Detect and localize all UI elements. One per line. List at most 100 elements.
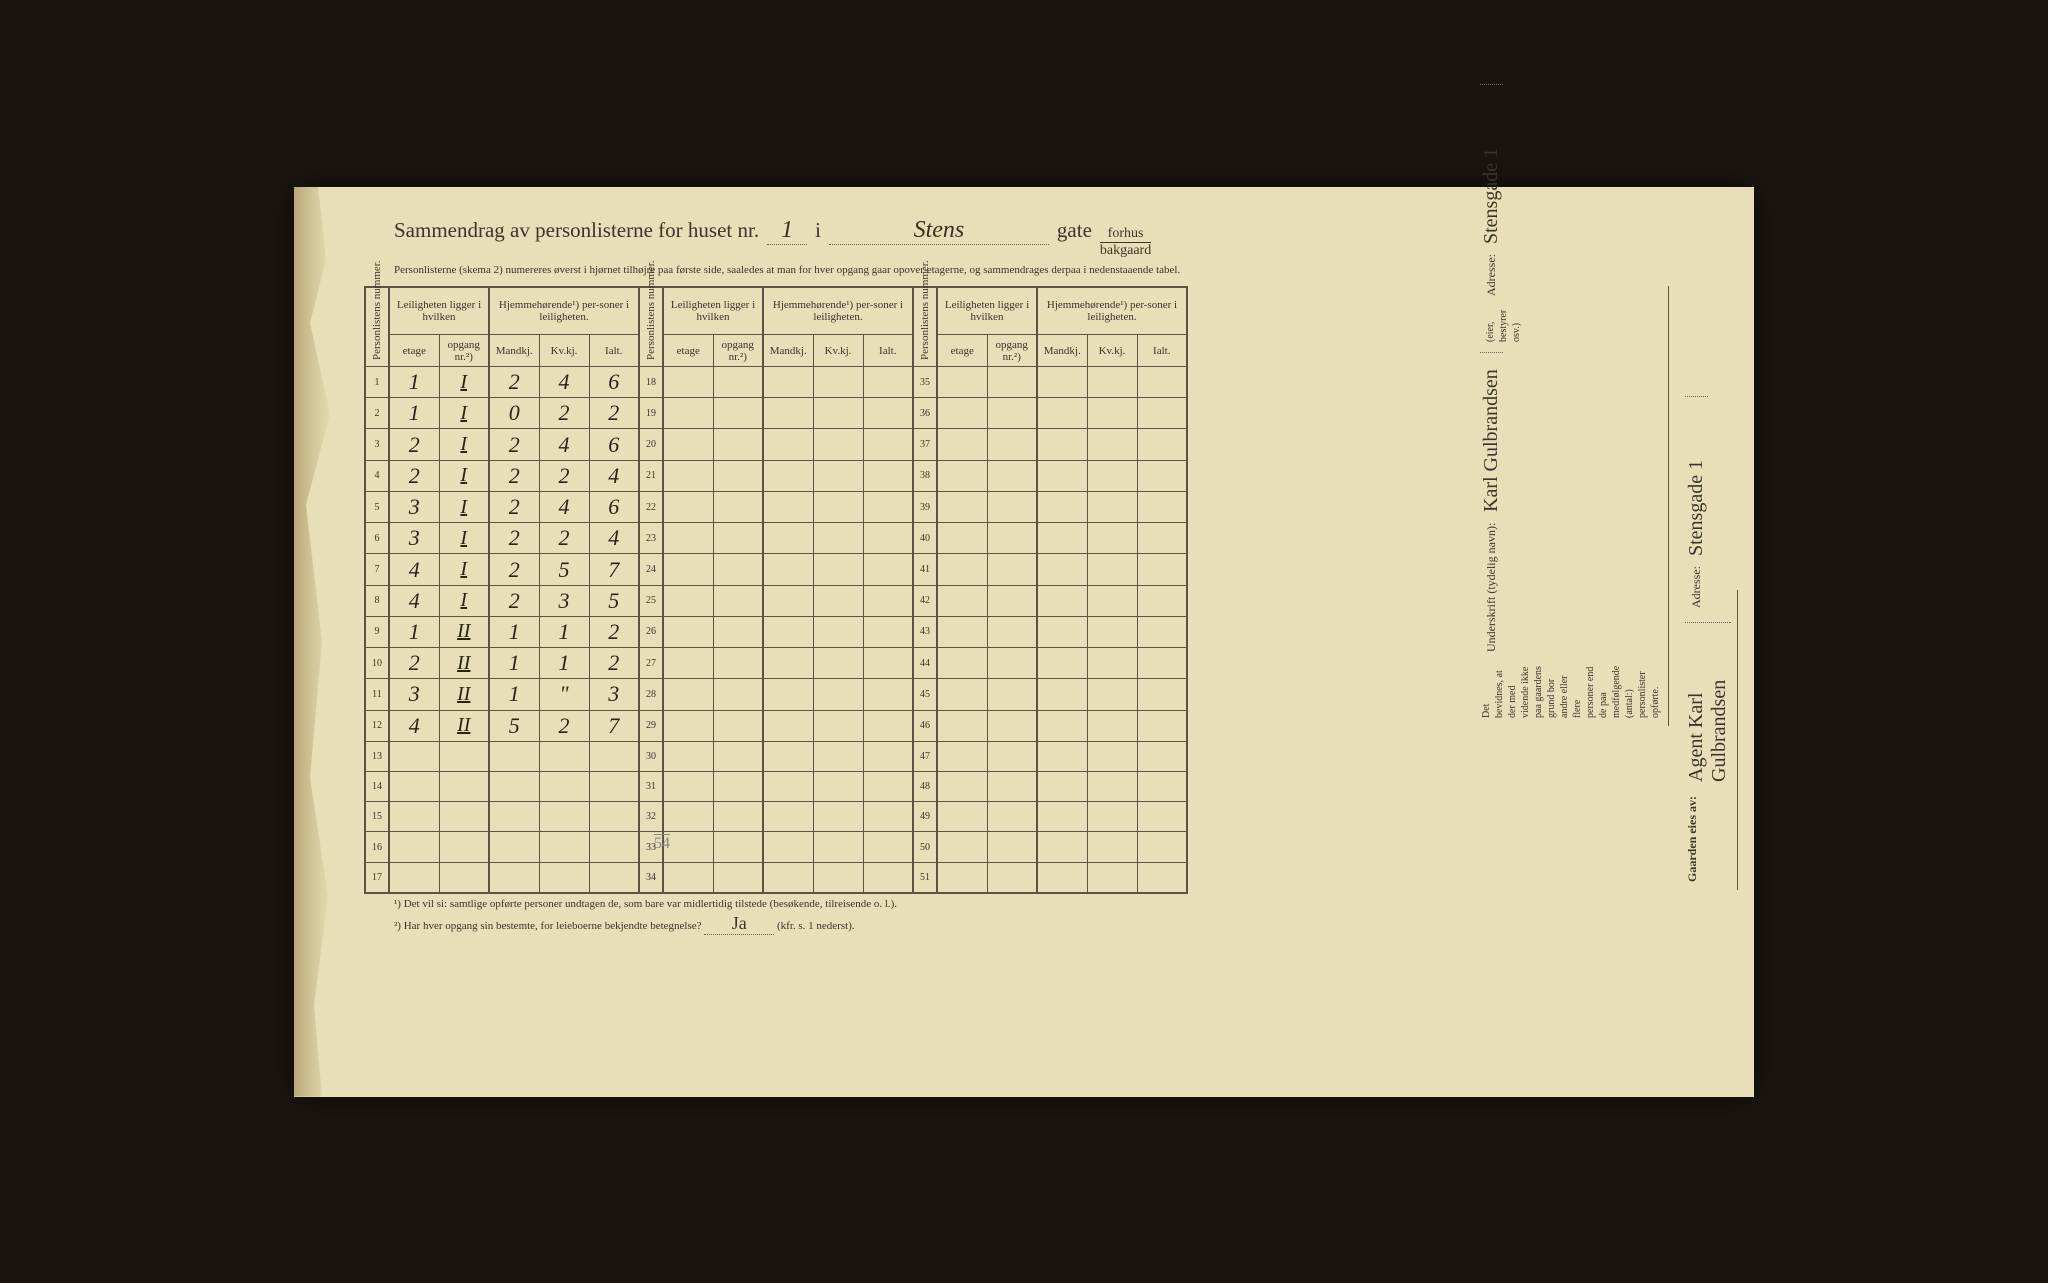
house-number-field: 1 [767, 217, 807, 245]
row-number: 18 [639, 367, 663, 398]
mandkj-cell [763, 772, 813, 802]
kvkj-cell [1087, 398, 1137, 429]
ialt-cell [1137, 832, 1187, 862]
row-number: 36 [913, 398, 937, 429]
mandkj-cell [1037, 460, 1087, 491]
etage-cell [663, 429, 713, 460]
opgang-cell [987, 491, 1037, 522]
row-number: 6 [365, 523, 389, 554]
etage-cell: 2 [389, 648, 439, 679]
ialt-cell [1137, 398, 1187, 429]
mandkj-cell [1037, 491, 1087, 522]
kvkj-cell [813, 772, 863, 802]
attestation-block: Det bevidnes, at der med vidende ikke pa… [1474, 286, 1669, 726]
opgang-cell [987, 772, 1037, 802]
mandkj-cell [1037, 616, 1087, 647]
ialt-cell [589, 862, 639, 892]
etage-cell [937, 832, 987, 862]
etage-cell [937, 554, 987, 585]
owner-note: (eier, bestyrer osv.) [1484, 310, 1523, 342]
row-number: 28 [639, 679, 663, 710]
row-number: 40 [913, 523, 937, 554]
ialt-cell [1137, 491, 1187, 522]
opgang-cell: I [439, 367, 489, 398]
etage-cell: 2 [389, 460, 439, 491]
footnote-2-answer: Ja [704, 913, 774, 935]
row-number: 17 [365, 862, 389, 892]
row-number: 24 [639, 554, 663, 585]
ialt-cell [1137, 710, 1187, 741]
mandkj-cell [1037, 585, 1087, 616]
kvkj-cell [813, 648, 863, 679]
kvkj-cell [813, 679, 863, 710]
row-number: 13 [365, 741, 389, 771]
etage-cell [663, 585, 713, 616]
opgang-cell: II [439, 616, 489, 647]
col-leiligheten: Leiligheten ligger i hvilken [663, 287, 763, 335]
ialt-cell [1137, 616, 1187, 647]
ialt-cell: 4 [589, 460, 639, 491]
row-number: 21 [639, 460, 663, 491]
kvkj-cell [539, 862, 589, 892]
gate-label: gate [1057, 218, 1092, 243]
mandkj-cell [763, 554, 813, 585]
mandkj-cell [1037, 648, 1087, 679]
kvkj-cell: 2 [539, 523, 589, 554]
address-label: Adresse: [1484, 254, 1499, 296]
etage-cell [937, 460, 987, 491]
kvkj-cell [813, 585, 863, 616]
kvkj-cell [813, 710, 863, 741]
ialt-cell [1137, 802, 1187, 832]
opgang-cell: II [439, 710, 489, 741]
kvkj-cell [1087, 491, 1137, 522]
etage-cell [389, 832, 439, 862]
col-opgang: opgang nr.²) [439, 335, 489, 367]
address2-value: Stensgade 1 [1685, 396, 1708, 556]
opgang-cell: I [439, 585, 489, 616]
ialt-cell [1137, 585, 1187, 616]
row-number: 49 [913, 802, 937, 832]
opgang-cell [987, 862, 1037, 892]
row-number: 51 [913, 862, 937, 892]
mandkj-cell: 1 [489, 616, 539, 647]
row-number: 22 [639, 491, 663, 522]
ialt-cell [863, 772, 913, 802]
mandkj-cell [1037, 802, 1087, 832]
opgang-cell: I [439, 523, 489, 554]
row-number: 25 [639, 585, 663, 616]
etage-cell [937, 491, 987, 522]
row-number: 39 [913, 491, 937, 522]
kvkj-cell: 5 [539, 554, 589, 585]
kvkj-cell [813, 429, 863, 460]
kvkj-cell [1087, 679, 1137, 710]
ialt-cell [863, 832, 913, 862]
mandkj-cell [489, 741, 539, 771]
mandkj-cell: 1 [489, 679, 539, 710]
forhus-bakgaard-fraction: forhus bakgaard [1100, 227, 1151, 258]
etage-cell [937, 862, 987, 892]
kvkj-cell: 4 [539, 367, 589, 398]
kvkj-cell [813, 523, 863, 554]
etage-cell: 3 [389, 679, 439, 710]
mandkj-cell: 2 [489, 367, 539, 398]
row-number: 34 [639, 862, 663, 892]
etage-cell [937, 648, 987, 679]
etage-cell [937, 772, 987, 802]
etage-cell: 1 [389, 367, 439, 398]
opgang-cell [439, 802, 489, 832]
ialt-cell [863, 585, 913, 616]
ialt-cell [863, 802, 913, 832]
ialt-cell [863, 429, 913, 460]
etage-cell [937, 741, 987, 771]
col-ialt: Ialt. [863, 335, 913, 367]
col-kvkj: Kv.kj. [813, 335, 863, 367]
opgang-cell [987, 741, 1037, 771]
row-number: 5 [365, 491, 389, 522]
col-hjemme: Hjemmehørende¹) per-soner i leiligheten. [489, 287, 639, 335]
ialt-cell [1137, 460, 1187, 491]
row-number: 14 [365, 772, 389, 802]
mandkj-cell [1037, 772, 1087, 802]
col-leiligheten: Leiligheten ligger i hvilken [389, 287, 489, 335]
etage-cell [389, 862, 439, 892]
opgang-cell [987, 367, 1037, 398]
